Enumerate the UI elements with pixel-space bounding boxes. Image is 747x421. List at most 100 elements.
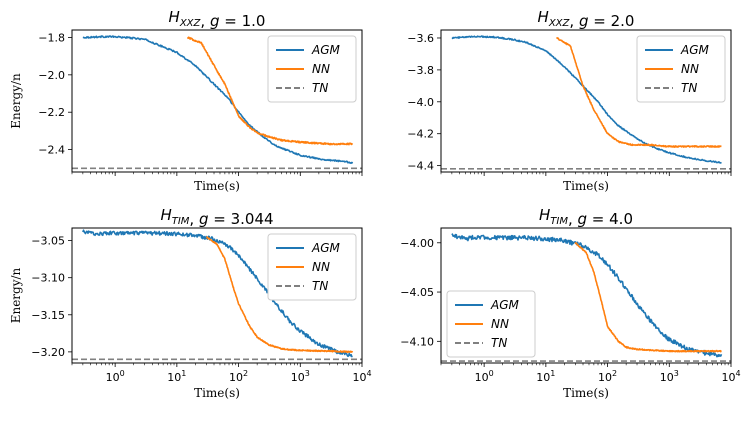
x-tick-exponent: 1	[181, 369, 186, 378]
y-tick-label: −4.10	[400, 335, 434, 348]
title-comma: ,	[568, 210, 578, 228]
title-value: = 1.0	[219, 12, 265, 30]
x-tick-exponent: 2	[612, 369, 617, 378]
chart-title: HTIM, g = 3.044	[160, 206, 273, 228]
legend-label-nn: NN	[312, 260, 330, 274]
legend-label-nn: NN	[681, 62, 699, 76]
x-tick-exponent: 4	[366, 369, 371, 378]
y-tick-label: −2.2	[38, 106, 65, 119]
x-tick-label: 104	[352, 369, 371, 384]
series-line-agm	[82, 35, 354, 164]
y-tick-label: −3.05	[31, 235, 65, 248]
plot-frame	[440, 29, 732, 173]
title-h: H	[169, 8, 180, 26]
series-line-nn	[205, 236, 354, 354]
chart-panel-hxxz-g2: HXXZ, g = 2.0 −3.6 −3.8 −4.0 −4.2 −4.4 Time(s)…	[407, 8, 732, 193]
plot-frame	[71, 227, 363, 364]
x-tick-label: 100	[475, 369, 494, 384]
chart-title: HXXZ, g = 2.0	[538, 8, 635, 30]
legend-label-agm: AGM	[311, 241, 341, 255]
title-h: H	[160, 206, 171, 224]
title-comma: ,	[569, 12, 579, 30]
x-tick-exponent: 1	[550, 369, 555, 378]
series-line-agm	[451, 233, 723, 358]
legend-frame	[267, 35, 357, 103]
plot-frame	[71, 29, 363, 173]
title-value: = 2.0	[588, 12, 634, 30]
x-tick-exponent: 2	[243, 369, 248, 378]
x-tick-exponent: 3	[674, 369, 679, 378]
y-tick-label: −4.4	[407, 160, 434, 173]
series-line-agm	[451, 35, 722, 164]
y-tick-label: −4.0	[407, 96, 434, 109]
title-subscript: TIM	[550, 216, 568, 227]
x-tick-base: 10	[167, 371, 181, 384]
y-tick-label: −4.00	[400, 237, 434, 250]
x-tick-exponent: 0	[489, 369, 494, 378]
x-tick-base: 10	[598, 371, 612, 384]
title-subscript: TIM	[172, 216, 190, 227]
title-value: = 4.0	[587, 210, 633, 228]
chart-title: HXXZ, g = 1.0	[169, 8, 266, 30]
y-tick-label: −2.4	[38, 144, 65, 157]
legend: AGM NN TN	[267, 35, 357, 103]
title-h: H	[539, 206, 550, 224]
title-h: H	[538, 8, 549, 26]
x-tick-base: 10	[352, 371, 366, 384]
series-line-nn	[186, 36, 354, 146]
y-tick-label: −4.2	[407, 128, 434, 141]
legend-label-agm: AGM	[311, 43, 341, 57]
x-tick-label: 100	[106, 369, 125, 384]
title-comma: ,	[189, 210, 199, 228]
legend-label-tn: TN	[681, 81, 697, 95]
y-tick-label: −4.05	[400, 286, 434, 299]
title-comma: ,	[200, 12, 210, 30]
x-tick-base: 10	[721, 371, 735, 384]
x-tick-label: 102	[229, 369, 248, 384]
x-tick-base: 10	[106, 371, 120, 384]
legend-frame	[446, 290, 536, 358]
legend-frame	[636, 35, 726, 103]
title-g: g	[578, 210, 588, 228]
title-g: g	[199, 210, 209, 228]
legend: AGM NN TN	[446, 290, 536, 358]
title-subscript: XXZ	[548, 18, 571, 29]
plot-frame	[440, 227, 732, 364]
y-axis-label: Energy/n	[9, 73, 23, 129]
legend-label-nn: NN	[491, 317, 509, 331]
x-tick-label: 101	[536, 369, 555, 384]
x-tick-label: 101	[167, 369, 186, 384]
title-subscript: XXZ	[179, 18, 202, 29]
x-tick-base: 10	[291, 371, 305, 384]
x-tick-base: 10	[229, 371, 243, 384]
x-axis-label: Time(s)	[563, 386, 609, 400]
series-line-agm	[82, 229, 353, 358]
x-tick-exponent: 3	[305, 369, 310, 378]
legend-label-agm: AGM	[680, 43, 710, 57]
x-tick-label: 103	[291, 369, 310, 384]
y-tick-label: −3.8	[407, 64, 434, 77]
x-tick-label: 102	[598, 369, 617, 384]
x-tick-exponent: 0	[120, 369, 125, 378]
legend-frame	[267, 233, 357, 301]
title-g: g	[210, 12, 220, 30]
x-tick-exponent: 4	[735, 369, 740, 378]
y-tick-label: −3.10	[31, 272, 65, 285]
y-tick-label: −3.15	[31, 309, 65, 322]
x-tick-base: 10	[475, 371, 489, 384]
chart-title: HTIM, g = 4.0	[539, 206, 633, 228]
x-tick-label: 103	[660, 369, 679, 384]
legend-label-tn: TN	[312, 81, 328, 95]
title-g: g	[579, 12, 589, 30]
x-axis-label: Time(s)	[563, 179, 609, 193]
y-tick-label: −2.0	[38, 69, 65, 82]
series-line-nn	[556, 37, 722, 148]
x-tick-base: 10	[536, 371, 550, 384]
x-tick-base: 10	[660, 371, 674, 384]
x-axis-label: Time(s)	[194, 179, 240, 193]
y-tick-label: −3.6	[407, 32, 434, 45]
legend-label-agm: AGM	[490, 298, 520, 312]
y-axis-label: Energy/n	[9, 267, 23, 323]
